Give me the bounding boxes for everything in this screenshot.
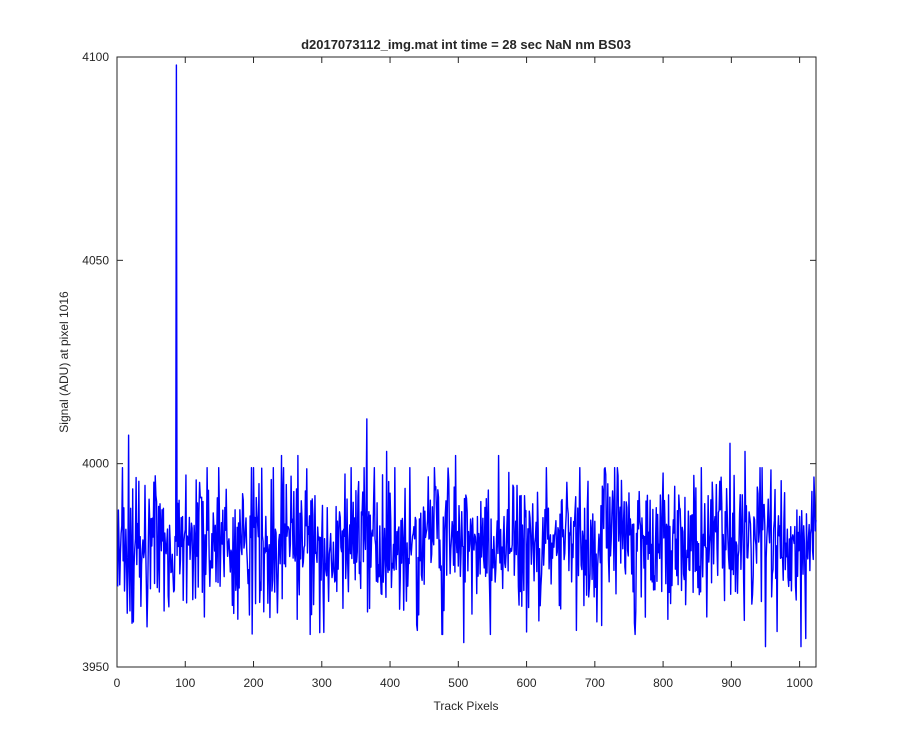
- y-tick-label: 4000: [82, 457, 109, 471]
- y-tick-label: 4050: [82, 253, 109, 267]
- x-tick-label: 700: [585, 676, 605, 690]
- x-axis: 0 100 200 300 400 500 600 700 800 900 1000: [114, 57, 813, 690]
- x-tick-label: 900: [721, 676, 741, 690]
- x-axis-label: Track Pixels: [434, 699, 499, 713]
- x-tick-label: 500: [448, 676, 468, 690]
- chart-title: d2017073112_img.mat int time = 28 sec Na…: [301, 37, 631, 52]
- plot-area: [116, 56, 817, 668]
- x-tick-label: 800: [653, 676, 673, 690]
- x-tick-label: 0: [114, 676, 121, 690]
- y-axis-label: Signal (ADU) at pixel 1016: [57, 291, 71, 433]
- series-line: [116, 64, 817, 648]
- x-tick-label: 600: [517, 676, 537, 690]
- y-tick-label: 4100: [82, 50, 109, 64]
- x-tick-label: 1000: [786, 676, 813, 690]
- y-axis: 3950 4000 4050 4100: [82, 50, 816, 674]
- x-tick-label: 100: [175, 676, 195, 690]
- y-tick-label: 3950: [82, 660, 109, 674]
- x-tick-label: 200: [244, 676, 264, 690]
- x-tick-label: 400: [380, 676, 400, 690]
- x-tick-label: 300: [312, 676, 332, 690]
